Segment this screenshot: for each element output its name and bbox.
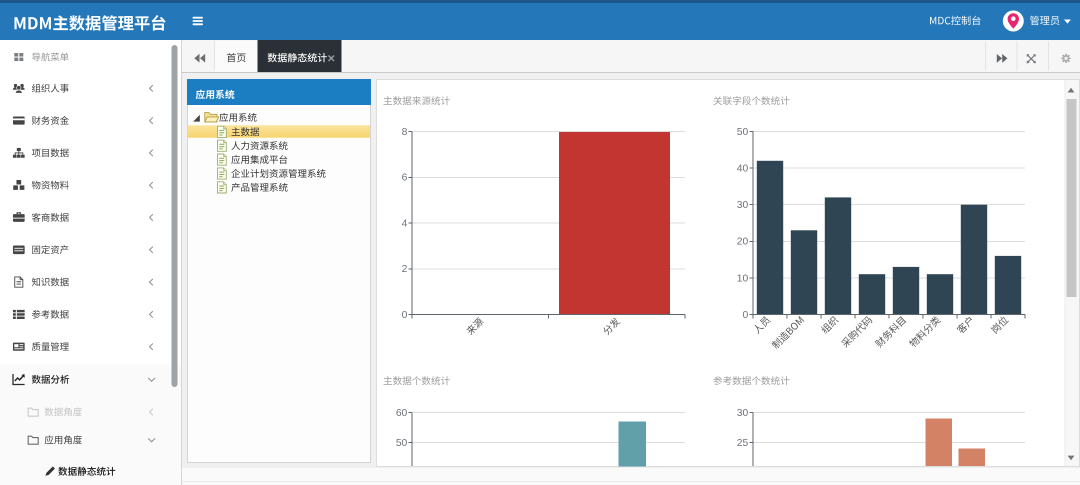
svg-text:50: 50 (396, 438, 408, 449)
svg-text:25: 25 (737, 438, 749, 449)
svg-text:10: 10 (737, 273, 749, 284)
svg-text:4: 4 (402, 218, 408, 229)
svg-text:0: 0 (402, 310, 408, 321)
svg-text:6: 6 (402, 173, 408, 184)
svg-text:0: 0 (742, 310, 748, 321)
svg-text:8: 8 (402, 127, 408, 138)
svg-text:2: 2 (402, 264, 408, 275)
svg-text:40: 40 (737, 164, 749, 175)
svg-text:20: 20 (737, 237, 749, 248)
svg-text:50: 50 (737, 127, 749, 138)
svg-text:60: 60 (396, 408, 408, 419)
svg-text:30: 30 (737, 408, 749, 419)
svg-text:30: 30 (737, 200, 749, 211)
